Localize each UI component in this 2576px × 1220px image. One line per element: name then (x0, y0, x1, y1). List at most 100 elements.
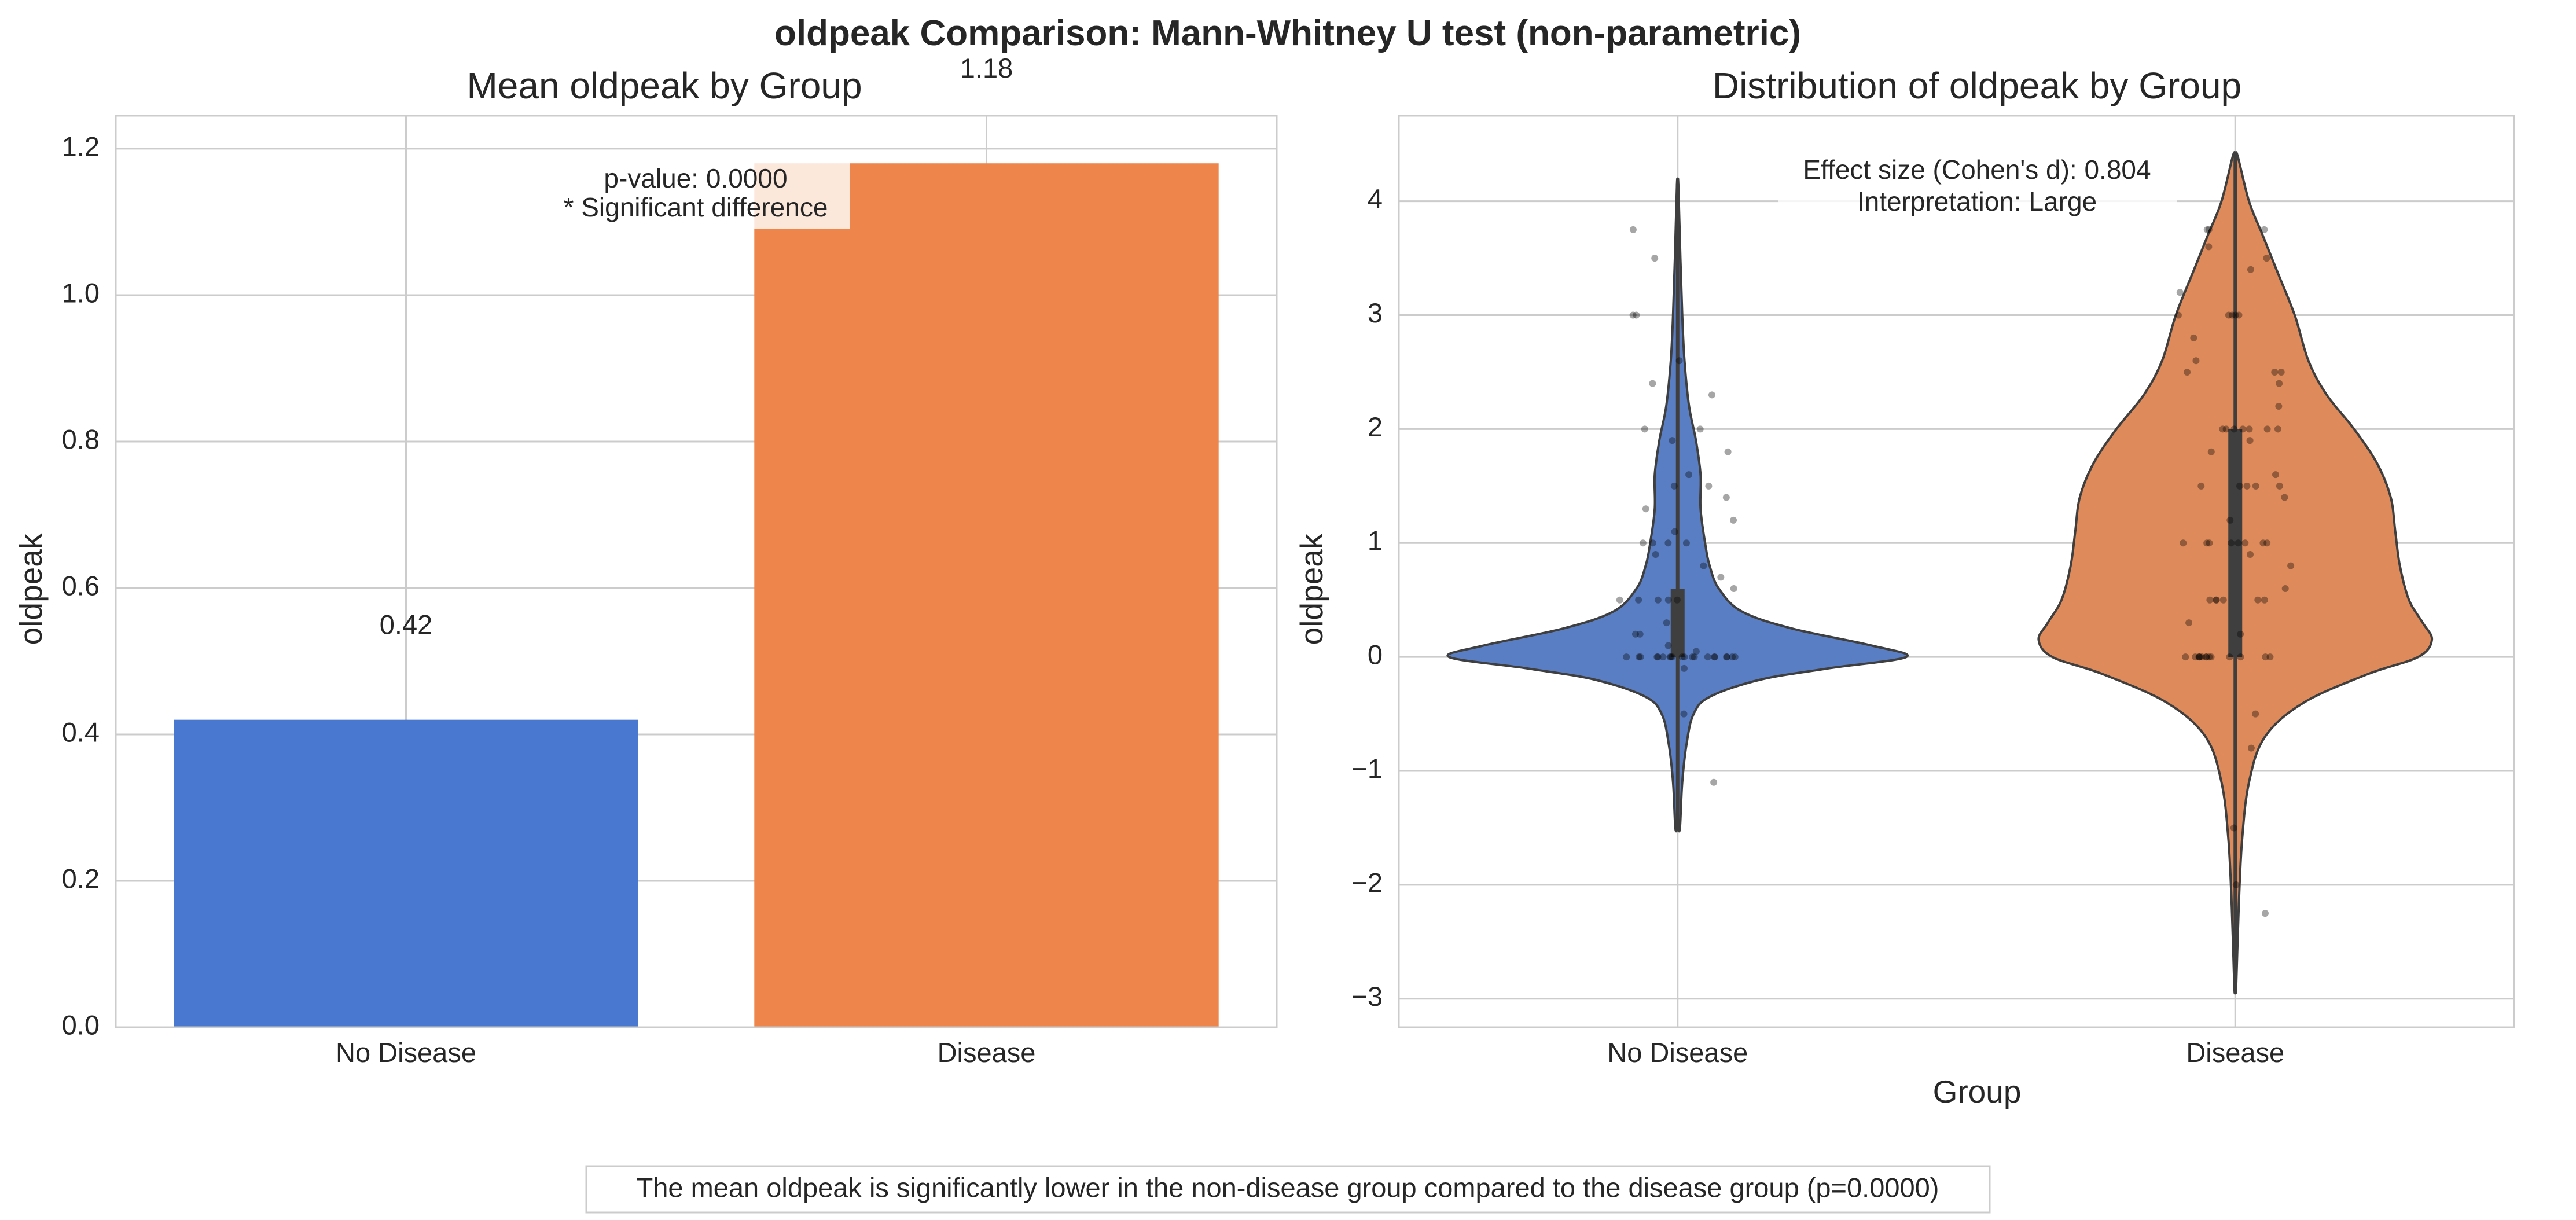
violin-point-disease (2225, 311, 2232, 319)
bar-chart-bars (174, 163, 1219, 1028)
violin-point-disease (2243, 482, 2251, 490)
violin-point-disease (2246, 437, 2254, 444)
violin-point-disease (2252, 482, 2259, 490)
violin-point-no-disease (1688, 653, 1696, 661)
violin-point-disease (2232, 881, 2240, 888)
violin-point-no-disease (1629, 311, 1637, 319)
violin-point-no-disease (1700, 562, 1707, 569)
violin-chart-yticks: −3 −2 −1 0 1 2 3 4 (1351, 183, 1383, 1012)
violin-point-no-disease (1692, 648, 1700, 655)
bar-chart-title: Mean oldpeak by Group (466, 65, 862, 106)
violin-point-no-disease (1710, 653, 1718, 661)
violin-point-no-disease (1652, 550, 1659, 558)
footer-text: The mean oldpeak is significantly lower … (637, 1172, 1939, 1203)
violin-point-no-disease (1653, 653, 1661, 661)
violin-point-no-disease (1731, 653, 1739, 661)
violin-point-no-disease (1663, 619, 1670, 627)
violin-point-no-disease (1669, 437, 1676, 444)
bar-chart-xtick-label: Disease (938, 1037, 1036, 1068)
violin-point-disease (2246, 425, 2253, 433)
violin-point-disease (2203, 653, 2210, 661)
violin-point-no-disease (1623, 653, 1630, 661)
violin-point-disease (2228, 539, 2235, 547)
bar-chart-annotation-box (551, 160, 850, 229)
violin-point-no-disease (1637, 653, 1644, 661)
violin-point-no-disease (1724, 448, 1732, 455)
violin-point-no-disease (1629, 226, 1637, 233)
violin-point-disease (2259, 539, 2267, 547)
violin-point-disease (2205, 226, 2213, 233)
violin-point-no-disease (1708, 391, 1715, 399)
violin-point-disease (2266, 653, 2274, 661)
violin-point-disease (2262, 653, 2269, 661)
violin-point-no-disease (1685, 471, 1693, 479)
violin-point-disease (2219, 596, 2227, 604)
violin-point-no-disease (1664, 642, 1672, 649)
violin-point-no-disease (1680, 710, 1688, 718)
violin-chart-title: Distribution of oldpeak by Group (1713, 65, 2241, 106)
violin-point-disease (2271, 368, 2279, 376)
violin-point-disease (2235, 311, 2243, 319)
violin-point-no-disease (1675, 357, 1683, 365)
violin-iqr-box-disease (2228, 429, 2243, 657)
violin-point-no-disease (1635, 596, 1642, 604)
violin-point-no-disease (1704, 653, 1711, 661)
violin-point-no-disease (1667, 653, 1675, 661)
violin-point-disease (2180, 539, 2187, 547)
bar-value-label: 0.42 (380, 609, 432, 640)
violin-point-disease (2281, 494, 2288, 501)
violin-point-disease (2182, 653, 2189, 661)
bar-value-label: 1.18 (960, 53, 1013, 83)
violin-point-disease (2203, 539, 2211, 547)
violin-point-disease (2254, 596, 2262, 604)
violin-point-disease (2213, 596, 2220, 604)
bar-chart-ytick-label: 0.6 (62, 570, 100, 601)
bar-no-disease (174, 719, 638, 1027)
bar-chart-frame (115, 115, 1278, 1028)
violin-chart-ytick-label: 4 (1368, 183, 1383, 214)
violin-point-disease (2276, 482, 2283, 490)
violin-point-disease (2185, 619, 2193, 627)
violin-point-disease (2219, 425, 2226, 433)
figure-suptitle: oldpeak Comparison: Mann-Whitney U test … (774, 13, 1801, 53)
violin-point-disease (2281, 585, 2289, 593)
violin-point-disease (2252, 710, 2259, 718)
violin-chart-violins (1446, 151, 2434, 995)
violin-chart-ytick-label: −2 (1351, 867, 1383, 898)
violin-point-disease (2263, 539, 2271, 547)
violin-point-no-disease (1680, 664, 1688, 672)
violin-point-no-disease (1649, 380, 1656, 387)
violin-point-disease (2198, 653, 2206, 661)
violin-point-no-disease (1678, 653, 1686, 661)
violin-point-disease (2207, 653, 2215, 661)
bar-chart-xticks: No Disease Disease (336, 1037, 1035, 1068)
violin-point-disease (2276, 380, 2283, 387)
violin-point-no-disease (1723, 653, 1730, 661)
bar-chart-ytick-label: 0.0 (62, 1009, 100, 1040)
violin-chart-annotation-line-1: Effect size (Cohen's d): 0.804 (1803, 155, 2151, 185)
violin-point-disease (2272, 471, 2279, 479)
violin-point-disease (2241, 539, 2249, 547)
violin-point-disease (2213, 596, 2220, 604)
violin-point-no-disease (1705, 482, 1713, 490)
violin-chart-ytick-label: −3 (1351, 981, 1383, 1012)
violin-point-disease (2228, 311, 2236, 319)
violin-point-disease (2239, 425, 2247, 433)
violin-point-disease (2190, 334, 2197, 341)
violin-point-disease (2205, 243, 2213, 251)
violin-point-no-disease (1633, 311, 1640, 319)
bar-chart-panel: Mean oldpeak by Group oldpeak 0.00.20.40… (13, 53, 1278, 1068)
violin-point-disease (2196, 653, 2203, 661)
violin-point-no-disease (1616, 596, 1623, 604)
bar-chart-ytick-label: 1.0 (62, 277, 100, 308)
violin-chart-ytick-label: 1 (1368, 526, 1383, 556)
bar-chart-yticks: 0.0 0.2 0.4 0.6 0.8 1.0 1.2 (62, 131, 100, 1040)
violin-point-no-disease (1666, 653, 1674, 661)
violin-chart-annotation-box (1778, 155, 2177, 223)
violin-point-disease (2226, 516, 2234, 524)
violin-iqr-box-no-disease (1670, 589, 1685, 657)
violin-chart-annotation-line-2: Interpretation: Large (1857, 186, 2097, 216)
violin-point-disease (2277, 368, 2285, 376)
violin-point-disease (2203, 653, 2210, 661)
violin-point-disease (2263, 255, 2270, 262)
